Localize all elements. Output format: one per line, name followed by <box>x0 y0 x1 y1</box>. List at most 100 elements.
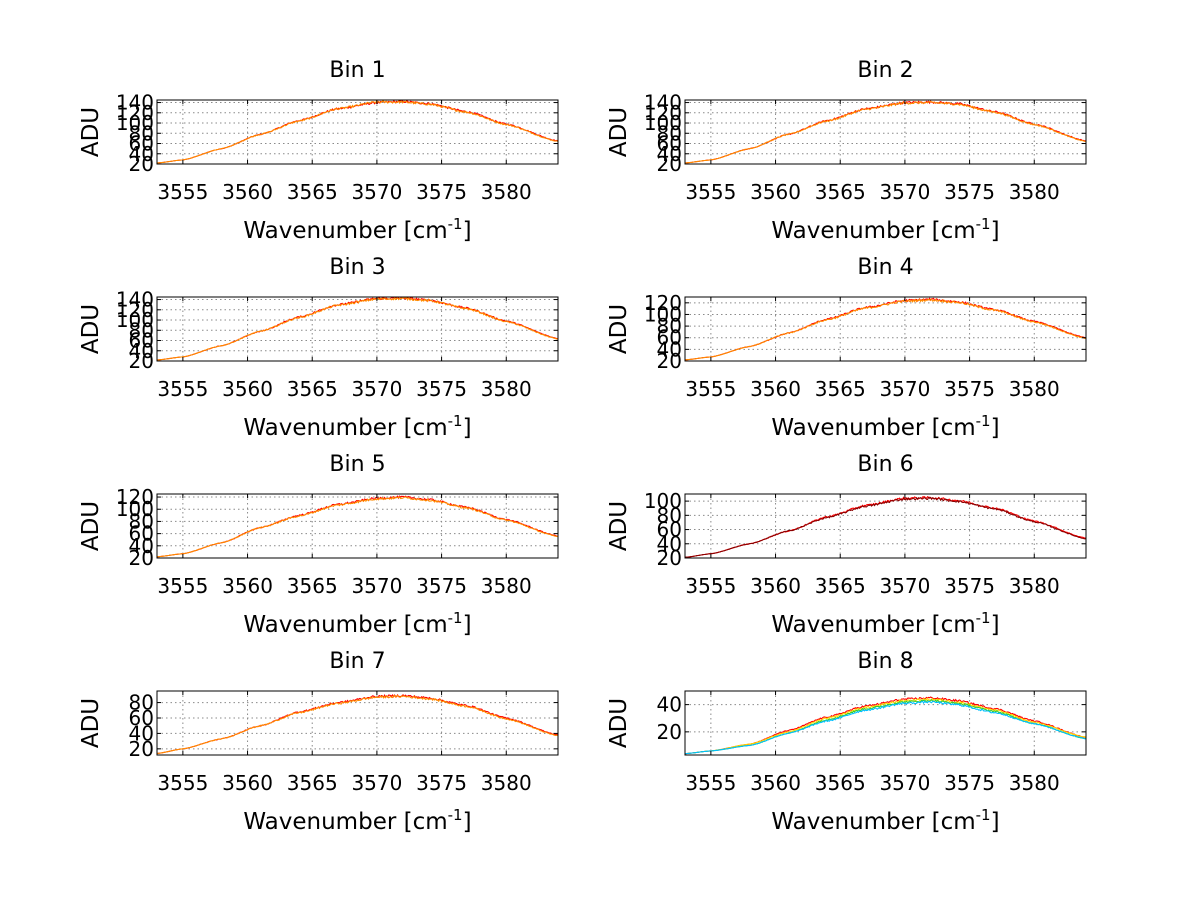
series-line-1 <box>157 693 559 754</box>
x-tick-label: 3555 <box>685 180 736 204</box>
subplot-bin-2: Bin 2 3555 3560 3565 3570 3575 3580 20406080100… <box>606 58 1087 244</box>
x-axis-label-close: ] <box>991 809 1000 835</box>
x-tick-label: 3565 <box>815 771 866 795</box>
y-tick-label: 20 <box>129 349 154 373</box>
y-tick-label: 60 <box>657 132 682 156</box>
x-axis-label-exponent: -1 <box>976 609 991 627</box>
x-axis-label-close: ] <box>991 218 1000 244</box>
x-axis-label-main: Wavenumber [cm <box>771 612 975 638</box>
x-tick-label: 3560 <box>750 377 801 401</box>
series-line-1 <box>684 495 1086 558</box>
x-tick-label: 3580 <box>481 377 532 401</box>
subplot-title: Bin 5 <box>329 452 385 477</box>
x-tick-label: 3555 <box>157 180 208 204</box>
y-tick-label: 40 <box>657 532 682 556</box>
y-tick-label: 140 <box>116 288 154 312</box>
y-tick-label: 100 <box>644 111 682 135</box>
x-axis-label: Wavenumber [cm-1] <box>771 806 999 835</box>
x-axis-label: Wavenumber [cm-1] <box>243 609 471 638</box>
plot-frame <box>156 493 559 559</box>
x-axis-label: Wavenumber [cm-1] <box>771 412 999 441</box>
x-tick-label: 3575 <box>416 574 467 598</box>
series-line-2 <box>156 495 559 558</box>
y-tick-label: 20 <box>657 546 682 570</box>
x-tick-label: 3560 <box>750 771 801 795</box>
y-tick-label: 80 <box>129 121 154 145</box>
x-axis-label-close: ] <box>991 415 1000 441</box>
y-axis-label: ADU <box>606 698 632 748</box>
y-tick-label: 120 <box>644 291 682 315</box>
x-tick-label: 3565 <box>815 377 866 401</box>
x-tick-label: 3575 <box>944 771 995 795</box>
x-axis-label-main: Wavenumber [cm <box>771 218 975 244</box>
y-axis-label: ADU <box>606 107 632 157</box>
x-tick-label: 3575 <box>416 771 467 795</box>
series-line-2 <box>156 694 559 755</box>
x-axis-label: Wavenumber [cm-1] <box>243 215 471 244</box>
y-tick-label: 20 <box>657 720 682 744</box>
x-tick-label: 3570 <box>351 574 402 598</box>
x-tick-label: 3570 <box>351 771 402 795</box>
x-tick-label: 3570 <box>351 180 402 204</box>
y-tick-label: 40 <box>657 142 682 166</box>
plot-frame <box>156 690 559 756</box>
y-tick-label: 140 <box>644 91 682 115</box>
x-axis-label-close: ] <box>991 612 1000 638</box>
plot-frame <box>156 296 559 362</box>
y-axis-label: ADU <box>606 304 632 354</box>
y-axis-label: ADU <box>606 501 632 551</box>
x-axis-label-main: Wavenumber [cm <box>243 612 447 638</box>
x-tick-label: 3575 <box>944 377 995 401</box>
y-tick-label: 120 <box>644 101 682 125</box>
y-axis-label: ADU <box>78 501 104 551</box>
x-tick-label: 3580 <box>1009 771 1060 795</box>
x-tick-label: 3565 <box>815 180 866 204</box>
x-tick-label: 3565 <box>815 574 866 598</box>
x-axis-label-exponent: -1 <box>448 215 463 233</box>
x-axis-label: Wavenumber [cm-1] <box>771 215 999 244</box>
x-tick-label: 3570 <box>879 771 930 795</box>
x-tick-label: 3580 <box>1009 574 1060 598</box>
subplot-bin-5: Bin 5 3555 3560 3565 3570 3575 3580 20406080100… <box>78 452 559 638</box>
x-tick-label: 3565 <box>287 574 338 598</box>
y-tick-label: 20 <box>129 737 154 761</box>
x-axis-label: Wavenumber [cm-1] <box>771 609 999 638</box>
x-tick-label: 3580 <box>1009 180 1060 204</box>
y-tick-label: 100 <box>116 111 154 135</box>
y-tick-label: 40 <box>129 721 154 745</box>
x-tick-label: 3580 <box>481 180 532 204</box>
plot-frame <box>684 99 1087 165</box>
series-line-2 <box>684 496 1086 558</box>
x-axis-label-main: Wavenumber [cm <box>243 415 447 441</box>
series-line-2 <box>156 100 559 164</box>
x-axis-label-exponent: -1 <box>976 806 991 824</box>
y-tick-label: 20 <box>129 152 154 176</box>
x-tick-label: 3570 <box>351 377 402 401</box>
x-tick-label: 3570 <box>879 377 930 401</box>
x-tick-label: 3575 <box>944 574 995 598</box>
x-tick-label: 3555 <box>157 377 208 401</box>
series-line-2 <box>684 100 1087 164</box>
x-tick-label: 3560 <box>222 180 273 204</box>
subplot-title: Bin 1 <box>329 58 385 83</box>
y-tick-label: 40 <box>129 339 154 363</box>
y-tick-label: 80 <box>657 503 682 527</box>
plot-frame <box>684 690 1087 756</box>
y-axis-label: ADU <box>78 698 104 748</box>
x-tick-label: 3580 <box>481 574 532 598</box>
x-axis-label-exponent: -1 <box>448 609 463 627</box>
x-tick-label: 3565 <box>287 771 338 795</box>
x-axis-label-main: Wavenumber [cm <box>771 415 975 441</box>
x-tick-label: 3555 <box>685 574 736 598</box>
x-axis-label-exponent: -1 <box>448 806 463 824</box>
series-line-2 <box>685 697 1087 755</box>
y-tick-label: 20 <box>129 546 154 570</box>
subplot-bin-8: Bin 8 3555 3560 3565 3570 3575 3580 20 40 ADU Wave… <box>606 649 1087 835</box>
x-tick-label: 3575 <box>416 180 467 204</box>
x-axis-label: Wavenumber [cm-1] <box>243 412 471 441</box>
x-tick-label: 3560 <box>222 771 273 795</box>
subplot-title: Bin 6 <box>857 452 913 477</box>
subplot-bin-6: Bin 6 3555 3560 3565 3570 3575 3580 20406080100… <box>606 452 1087 638</box>
y-tick-label: 80 <box>657 314 682 338</box>
